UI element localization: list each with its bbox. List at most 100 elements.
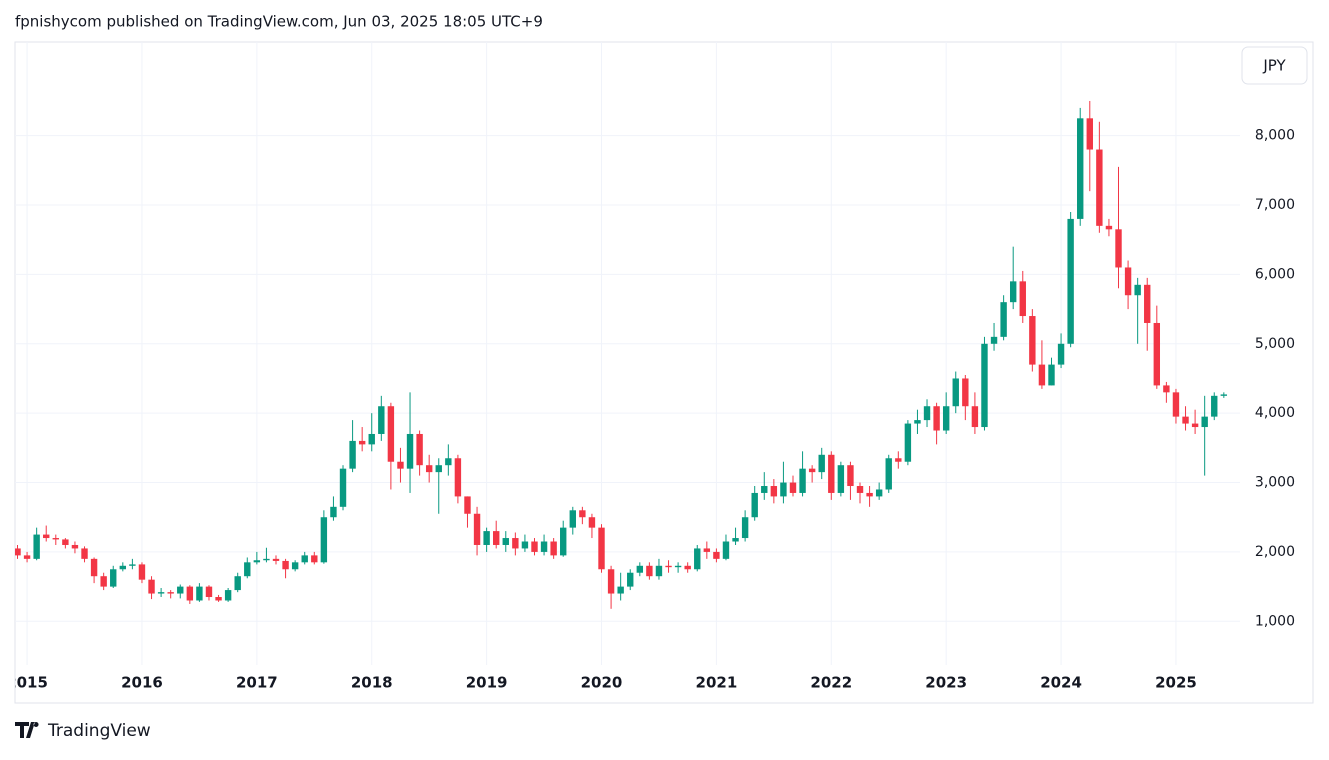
candle-body <box>1201 416 1208 428</box>
candle-body <box>253 560 261 563</box>
candle-body <box>512 538 519 549</box>
candle-body <box>837 465 845 493</box>
candle-body <box>378 406 385 434</box>
candle-body <box>15 548 21 556</box>
x-tick-label: 2024 <box>1040 674 1082 692</box>
candle-body <box>110 569 117 587</box>
candle-body <box>828 454 835 493</box>
candle-body <box>196 586 203 601</box>
y-tick-label: 7,000 <box>1255 197 1295 213</box>
candle-body <box>1048 364 1055 386</box>
candle-body <box>167 592 174 594</box>
candle-body <box>1077 118 1084 219</box>
candle-body <box>1115 229 1122 268</box>
candle-body <box>933 406 940 431</box>
candle-body <box>234 576 241 591</box>
candle-body <box>71 544 79 549</box>
x-tick-label: 2016 <box>121 674 163 692</box>
candle-body <box>43 534 50 539</box>
footer-brand: TradingView <box>47 721 151 741</box>
candle-body <box>301 555 308 563</box>
candle-body <box>703 548 711 552</box>
currency-label: JPY <box>1262 57 1286 75</box>
x-tick-label: 2018 <box>351 674 393 692</box>
candle-body <box>33 534 40 559</box>
candle-body <box>761 486 768 493</box>
candle-body <box>1220 394 1228 396</box>
candle-body <box>808 468 816 473</box>
candle-body <box>493 531 500 545</box>
candle-body <box>358 440 366 445</box>
candle-body <box>416 433 423 466</box>
candle-body <box>368 433 375 445</box>
candle-body <box>665 565 672 568</box>
candle-body <box>981 343 988 428</box>
candle-body <box>1009 281 1017 303</box>
candle-body <box>129 564 136 566</box>
candle-body <box>923 406 931 421</box>
x-tick-label: 2025 <box>1155 674 1197 692</box>
candle-body <box>473 513 481 545</box>
candle-body <box>205 586 213 598</box>
candle-body <box>540 541 548 552</box>
grid <box>15 42 1240 665</box>
candle-body <box>62 539 69 545</box>
candle-body <box>875 489 883 497</box>
candle-body <box>502 538 509 545</box>
candle-body <box>483 531 490 545</box>
candle-body <box>397 461 404 469</box>
x-tick-label: 2021 <box>696 674 738 692</box>
candle-body <box>722 541 730 559</box>
candle-body <box>962 378 969 407</box>
candle-body <box>1019 281 1026 317</box>
candle-body <box>885 458 892 490</box>
candle-body <box>550 541 557 556</box>
candle-body <box>627 572 634 587</box>
candle-body <box>1105 225 1113 230</box>
candle-body <box>215 597 222 601</box>
candle-body <box>330 506 337 518</box>
candle-body <box>119 565 127 570</box>
candle-body <box>320 517 328 563</box>
candle-body <box>588 517 596 528</box>
candle-body <box>311 555 318 563</box>
candle-body <box>531 541 538 552</box>
candle-body <box>895 458 902 462</box>
chart-pane <box>14 41 1314 704</box>
candle-body <box>1211 395 1218 417</box>
candle-body <box>1000 302 1007 337</box>
y-tick-label: 2,000 <box>1255 544 1295 560</box>
y-tick-label: 6,000 <box>1255 266 1295 282</box>
y-tick-label: 8,000 <box>1255 128 1295 144</box>
candle-body <box>387 406 395 462</box>
y-tick-label: 4,000 <box>1255 405 1295 421</box>
candle-body <box>454 458 462 497</box>
candles <box>15 100 1228 609</box>
x-tick-label: 2017 <box>236 674 278 692</box>
x-tick-label: 2023 <box>925 674 967 692</box>
candle-body <box>81 548 88 559</box>
candle-body <box>990 336 998 344</box>
candle-body <box>521 541 529 549</box>
candle-body <box>579 510 586 518</box>
candle-body <box>904 423 912 462</box>
candle-body <box>914 420 921 424</box>
y-tick-label: 3,000 <box>1255 475 1295 491</box>
candle-body <box>1163 385 1170 393</box>
candle-body <box>291 562 299 570</box>
candle-body <box>186 586 194 601</box>
candle-body <box>1153 322 1161 386</box>
candle-body <box>1067 218 1074 344</box>
currency-button[interactable] <box>1241 46 1308 85</box>
candle-body <box>1191 423 1199 428</box>
candle-body <box>856 486 864 493</box>
candle-body <box>263 558 270 561</box>
candle-body <box>1124 267 1132 296</box>
x-tick-label: 2020 <box>581 674 623 692</box>
candle-body <box>90 558 98 577</box>
candle-body <box>847 465 854 487</box>
candle-body <box>789 482 797 493</box>
candle-body <box>23 555 31 559</box>
candle-body <box>780 482 787 497</box>
